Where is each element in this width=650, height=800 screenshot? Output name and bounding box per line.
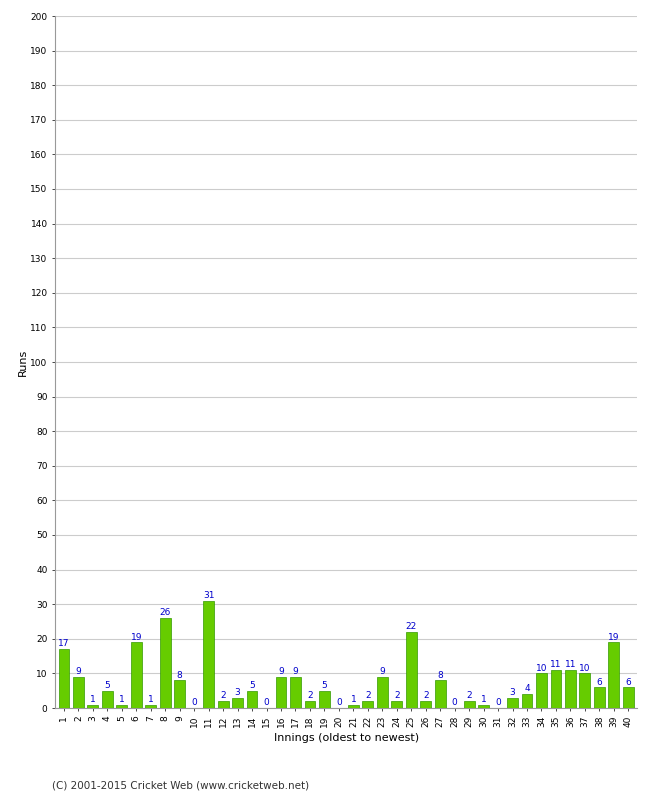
- Bar: [406, 632, 417, 708]
- Bar: [58, 649, 70, 708]
- Bar: [218, 701, 229, 708]
- Bar: [536, 674, 547, 708]
- Bar: [363, 701, 373, 708]
- Bar: [116, 705, 127, 708]
- Bar: [348, 705, 359, 708]
- Text: 19: 19: [608, 633, 619, 642]
- Text: 4: 4: [524, 685, 530, 694]
- Text: 3: 3: [235, 688, 240, 697]
- Bar: [623, 687, 634, 708]
- Bar: [276, 677, 287, 708]
- Bar: [421, 701, 431, 708]
- Bar: [131, 642, 142, 708]
- Bar: [319, 690, 330, 708]
- Text: 26: 26: [159, 608, 171, 618]
- Text: 0: 0: [452, 698, 458, 707]
- Bar: [521, 694, 532, 708]
- Bar: [160, 618, 171, 708]
- Bar: [478, 705, 489, 708]
- Text: 5: 5: [322, 681, 328, 690]
- Text: 2: 2: [394, 691, 400, 700]
- Text: 11: 11: [550, 660, 562, 670]
- Bar: [435, 680, 446, 708]
- Bar: [391, 701, 402, 708]
- Text: 2: 2: [307, 691, 313, 700]
- Text: 1: 1: [119, 695, 125, 704]
- Bar: [565, 670, 576, 708]
- Text: 2: 2: [466, 691, 472, 700]
- Bar: [580, 674, 590, 708]
- Bar: [463, 701, 474, 708]
- Text: 6: 6: [597, 678, 603, 686]
- Text: 10: 10: [579, 664, 591, 673]
- Text: 0: 0: [264, 698, 269, 707]
- Text: 19: 19: [131, 633, 142, 642]
- Text: 2: 2: [220, 691, 226, 700]
- Bar: [88, 705, 98, 708]
- Bar: [102, 690, 112, 708]
- Bar: [73, 677, 84, 708]
- Text: 1: 1: [350, 695, 356, 704]
- Bar: [304, 701, 315, 708]
- Text: 5: 5: [249, 681, 255, 690]
- Text: 2: 2: [365, 691, 370, 700]
- Bar: [507, 698, 518, 708]
- Bar: [203, 601, 214, 708]
- Bar: [290, 677, 301, 708]
- Text: 9: 9: [75, 667, 81, 676]
- Bar: [174, 680, 185, 708]
- Text: 9: 9: [380, 667, 385, 676]
- Text: 8: 8: [177, 670, 183, 680]
- Text: 1: 1: [148, 695, 153, 704]
- Bar: [232, 698, 243, 708]
- Bar: [594, 687, 604, 708]
- Text: 31: 31: [203, 591, 215, 600]
- Text: 22: 22: [406, 622, 417, 631]
- Text: 10: 10: [536, 664, 547, 673]
- X-axis label: Innings (oldest to newest): Innings (oldest to newest): [274, 733, 419, 742]
- Text: 0: 0: [191, 698, 197, 707]
- Text: 2: 2: [423, 691, 428, 700]
- Text: 11: 11: [565, 660, 576, 670]
- Bar: [246, 690, 257, 708]
- Bar: [377, 677, 388, 708]
- Text: 6: 6: [625, 678, 631, 686]
- Text: 17: 17: [58, 639, 70, 649]
- Text: 9: 9: [278, 667, 284, 676]
- Text: 1: 1: [90, 695, 96, 704]
- Text: 0: 0: [495, 698, 501, 707]
- Bar: [146, 705, 156, 708]
- Text: 3: 3: [510, 688, 515, 697]
- Text: 9: 9: [292, 667, 298, 676]
- Text: 0: 0: [336, 698, 342, 707]
- Text: 1: 1: [481, 695, 486, 704]
- Text: 8: 8: [437, 670, 443, 680]
- Text: (C) 2001-2015 Cricket Web (www.cricketweb.net): (C) 2001-2015 Cricket Web (www.cricketwe…: [52, 781, 309, 790]
- Text: 5: 5: [105, 681, 111, 690]
- Y-axis label: Runs: Runs: [18, 348, 27, 376]
- Bar: [551, 670, 562, 708]
- Bar: [608, 642, 619, 708]
